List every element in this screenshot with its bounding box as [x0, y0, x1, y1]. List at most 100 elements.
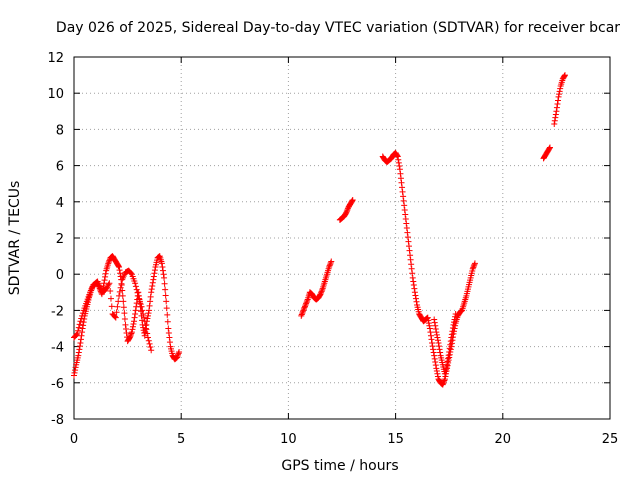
data-point	[132, 280, 139, 287]
data-point	[71, 372, 77, 379]
data-point-interp	[470, 263, 477, 270]
x-tick-label: 10	[280, 432, 297, 447]
series-segment-5	[540, 144, 553, 162]
data-point	[450, 321, 457, 328]
data-point-interp	[399, 188, 406, 195]
data-point-interp	[132, 311, 139, 318]
data-point-interp	[78, 315, 85, 322]
data-point-interp	[128, 330, 135, 337]
data-point-interp	[432, 325, 439, 332]
data-point-interp	[319, 287, 326, 294]
data-point-interp	[302, 303, 309, 310]
data-point	[126, 334, 133, 341]
series-segment-4	[379, 149, 478, 388]
data-point	[112, 314, 119, 321]
data-point-interp	[428, 336, 435, 343]
data-point-interp	[75, 324, 82, 331]
data-point	[435, 339, 442, 346]
data-point-interp	[327, 259, 334, 266]
data-point	[173, 354, 180, 361]
data-point	[106, 280, 113, 287]
data-point-interp	[557, 85, 564, 92]
data-point-interp	[132, 307, 139, 314]
data-point-interp	[164, 318, 171, 325]
data-point	[101, 280, 108, 287]
data-point-interp	[404, 234, 411, 241]
data-point-interp	[72, 367, 79, 374]
data-point-interp	[140, 314, 147, 321]
y-tick-label: -2	[51, 304, 64, 319]
data-point-interp	[102, 270, 109, 277]
data-point-interp	[121, 315, 128, 322]
data-point-interp	[78, 332, 85, 339]
data-point-interp	[425, 317, 432, 324]
data-point	[77, 339, 84, 346]
data-point	[144, 334, 151, 341]
data-point-interp	[434, 334, 441, 341]
data-point-interp	[397, 175, 404, 182]
data-point-interp	[318, 288, 325, 295]
data-point-interp	[80, 322, 87, 329]
x-tick-label: 25	[602, 432, 619, 447]
data-point-interp	[143, 326, 150, 333]
data-point-interp	[402, 215, 409, 222]
data-point-interp	[116, 267, 123, 274]
data-point	[326, 263, 333, 270]
x-tick-label: 0	[70, 432, 78, 447]
data-point-interp	[448, 331, 455, 338]
data-point	[433, 365, 440, 372]
data-point-interp	[107, 287, 114, 294]
data-point-interp	[429, 343, 436, 350]
data-point-interp	[431, 319, 438, 326]
data-point-interp	[144, 330, 151, 337]
data-point-interp	[300, 306, 307, 313]
data-point-interp	[552, 114, 559, 121]
data-point-interp	[299, 310, 306, 317]
data-point-interp	[449, 328, 456, 335]
data-point	[452, 311, 459, 318]
data-point	[105, 260, 112, 267]
data-point	[161, 274, 168, 281]
data-point-interp	[432, 358, 439, 365]
data-point-interp	[401, 206, 408, 213]
data-point-interp	[396, 163, 403, 170]
data-point-interp	[144, 312, 151, 319]
data-point	[150, 276, 157, 283]
data-point-interp	[344, 206, 351, 213]
data-point-interp	[147, 298, 154, 305]
data-point-interp	[412, 292, 419, 299]
data-point-interp	[166, 334, 173, 341]
chart-title: Day 026 of 2025, Sidereal Day-to-day VTE…	[56, 20, 620, 36]
data-point	[546, 144, 553, 151]
y-tick-label: -6	[51, 377, 64, 392]
data-point-interp	[431, 355, 438, 362]
data-point-interp	[127, 333, 134, 340]
data-point-interp	[147, 344, 154, 351]
data-point	[471, 260, 478, 267]
data-point-interp	[174, 353, 181, 360]
data-point	[429, 339, 436, 346]
data-point	[409, 274, 416, 281]
data-point-interp	[425, 320, 432, 327]
data-point-interp	[433, 368, 440, 375]
x-tick-label: 15	[387, 432, 404, 447]
data-point-interp	[165, 330, 172, 337]
data-point-interp	[174, 351, 181, 358]
data-point	[555, 93, 562, 100]
data-point-interp	[115, 263, 122, 270]
data-point	[298, 312, 305, 319]
data-point-interp	[546, 145, 553, 152]
data-point-interp	[134, 289, 141, 296]
data-point-interp	[102, 273, 109, 280]
data-point-interp	[145, 337, 152, 344]
data-point	[116, 263, 123, 270]
data-point-interp	[79, 310, 86, 317]
data-point-interp	[555, 97, 562, 104]
data-point-interp	[427, 329, 434, 336]
data-point	[401, 202, 408, 209]
data-point-interp	[149, 282, 156, 289]
data-point	[446, 349, 453, 356]
data-point	[343, 209, 350, 216]
data-point-interp	[449, 325, 456, 332]
data-point-interp	[409, 270, 416, 277]
